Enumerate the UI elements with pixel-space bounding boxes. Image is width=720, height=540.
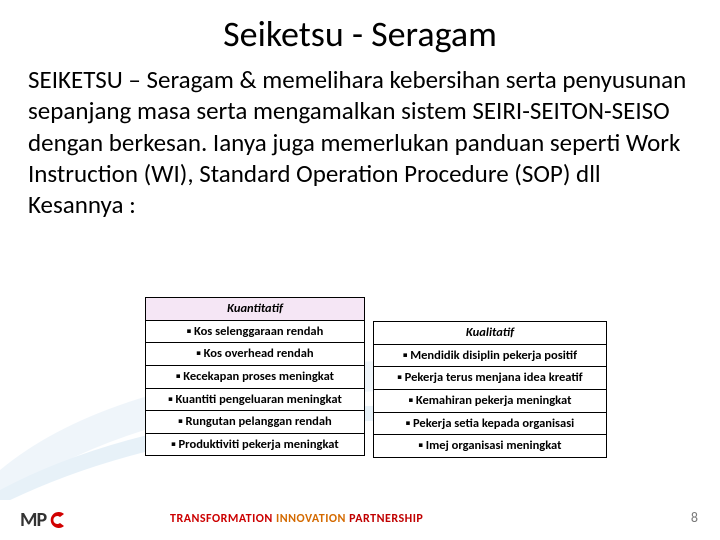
logo-text: MP bbox=[20, 508, 46, 532]
logo-c-icon bbox=[48, 510, 68, 530]
footer-tagline: TRANSFORMATION INNOVATION PARTNERSHIP bbox=[170, 512, 423, 526]
tagline-word-3: PARTNERSHIP bbox=[349, 512, 423, 526]
table-row: ▪ Pekerja setia kepada organisasi bbox=[373, 413, 607, 436]
table-row: ▪ Mendidik disiplin pekerja positif bbox=[373, 345, 607, 368]
table-row: ▪ Imej organisasi meningkat bbox=[373, 435, 607, 458]
table-row: ▪ Kos selenggaraan rendah bbox=[145, 321, 365, 344]
body-paragraph: SEIKETSU – Seragam & memelihara kebersih… bbox=[0, 64, 720, 220]
table-row: ▪ Kuantiti pengeluaran meningkat bbox=[145, 389, 365, 412]
tables-container: Kuantitatif ▪ Kos selenggaraan rendah ▪ … bbox=[145, 297, 607, 458]
table-row: ▪ Rungutan pelanggan rendah bbox=[145, 411, 365, 434]
page-number: 8 bbox=[691, 509, 698, 526]
left-table-header: Kuantitatif bbox=[145, 297, 365, 321]
table-row: ▪ Kos overhead rendah bbox=[145, 343, 365, 366]
tagline-word-2: INNOVATION bbox=[276, 512, 346, 526]
table-row: ▪ Produktiviti pekerja meningkat bbox=[145, 434, 365, 457]
table-row: ▪ Pekerja terus menjana idea kreatif bbox=[373, 367, 607, 390]
footer: MP TRANSFORMATION INNOVATION PARTNERSHIP… bbox=[0, 502, 720, 532]
left-table: Kuantitatif ▪ Kos selenggaraan rendah ▪ … bbox=[145, 297, 365, 458]
right-table: Kualitatif ▪ Mendidik disiplin pekerja p… bbox=[373, 321, 607, 458]
table-row: ▪ Kemahiran pekerja meningkat bbox=[373, 390, 607, 413]
paragraph-text: SEIKETSU – Seragam & memelihara kebersih… bbox=[28, 64, 686, 189]
mpc-logo: MP bbox=[20, 508, 68, 532]
kesan-label: Kesannya : bbox=[28, 189, 136, 220]
slide-title: Seiketsu - Seragam bbox=[0, 0, 720, 64]
right-table-header: Kualitatif bbox=[373, 321, 607, 345]
tagline-word-1: TRANSFORMATION bbox=[170, 512, 273, 526]
table-row: ▪ Kecekapan proses meningkat bbox=[145, 366, 365, 389]
